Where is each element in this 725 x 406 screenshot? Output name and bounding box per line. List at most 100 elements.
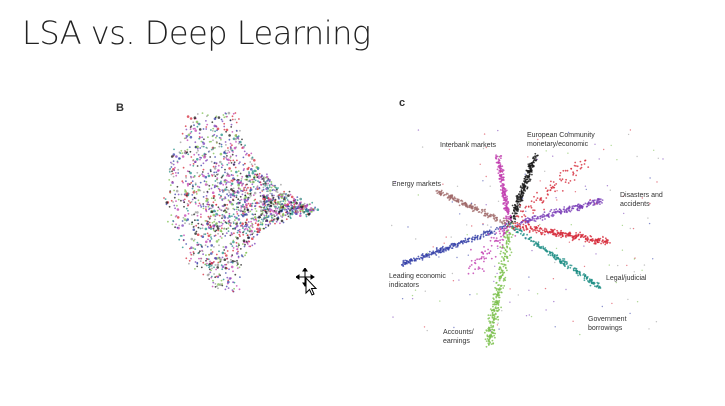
lsa-point <box>247 236 250 240</box>
deep-learning-point <box>542 216 544 218</box>
deep-learning-point <box>494 307 497 309</box>
lsa-point <box>265 206 268 208</box>
lsa-point <box>263 214 266 217</box>
lsa-point <box>274 211 278 214</box>
lsa-point <box>246 209 249 211</box>
lsa-point <box>190 156 193 158</box>
deep-learning-point <box>500 291 503 294</box>
label-european-community: European Community monetary/economic <box>527 132 595 149</box>
deep-learning-point <box>575 272 578 274</box>
lsa-point <box>194 161 196 163</box>
deep-learning-point <box>445 248 448 250</box>
lsa-point <box>227 199 230 202</box>
deep-learning-point <box>561 178 564 181</box>
lsa-point <box>207 234 211 238</box>
deep-learning-point <box>525 237 527 239</box>
lsa-point <box>284 203 287 207</box>
lsa-point <box>172 153 176 156</box>
lsa-point <box>237 242 240 245</box>
deep-learning-point <box>484 208 486 211</box>
lsa-point <box>189 251 192 254</box>
lsa-point <box>213 171 216 174</box>
deep-learning-point <box>528 238 531 241</box>
lsa-point <box>274 222 276 225</box>
lsa-point <box>213 167 217 170</box>
deep-learning-point <box>417 194 419 196</box>
lsa-point <box>196 125 199 128</box>
deep-learning-point <box>509 215 512 218</box>
lsa-point <box>185 192 189 195</box>
deep-learning-point <box>494 217 497 219</box>
lsa-point <box>280 200 282 203</box>
lsa-point <box>221 268 224 271</box>
lsa-point <box>264 184 267 187</box>
lsa-point <box>234 219 236 221</box>
lsa-point <box>223 258 227 261</box>
lsa-point <box>205 128 208 130</box>
deep-learning-point <box>501 310 503 312</box>
lsa-point <box>203 155 206 159</box>
lsa-point <box>202 261 205 264</box>
deep-learning-point <box>455 246 457 248</box>
lsa-point <box>216 209 219 212</box>
deep-learning-point <box>562 259 564 262</box>
lsa-point <box>251 223 254 226</box>
deep-learning-point <box>547 254 550 256</box>
lsa-point <box>230 182 234 186</box>
lsa-point <box>226 115 228 118</box>
lsa-point <box>220 237 223 239</box>
lsa-point <box>232 249 234 252</box>
lsa-point <box>201 112 204 114</box>
deep-learning-point <box>487 317 490 320</box>
deep-learning-point <box>489 337 491 339</box>
lsa-point <box>224 211 227 214</box>
lsa-point <box>204 175 208 179</box>
lsa-point <box>251 202 254 205</box>
deep-learning-point <box>599 286 601 289</box>
deep-learning-point <box>552 233 555 235</box>
lsa-point <box>255 188 257 190</box>
deep-learning-point <box>516 221 519 224</box>
deep-learning-point <box>503 197 505 199</box>
deep-learning-point <box>501 165 504 168</box>
lsa-point <box>174 193 177 196</box>
lsa-point <box>194 261 197 263</box>
deep-learning-point <box>561 232 564 235</box>
lsa-point <box>186 151 189 153</box>
deep-learning-point <box>498 279 501 282</box>
deep-learning-point <box>404 263 406 266</box>
lsa-point <box>232 240 235 244</box>
deep-learning-point <box>432 250 435 253</box>
deep-learning-point <box>528 231 531 233</box>
lsa-point <box>254 213 257 216</box>
deep-learning-point <box>539 215 541 218</box>
deep-learning-point <box>504 189 507 192</box>
deep-learning-point <box>608 264 610 266</box>
deep-learning-point <box>545 230 548 232</box>
deep-learning-point <box>531 216 534 219</box>
lsa-point <box>198 257 200 260</box>
lsa-point <box>220 180 222 183</box>
deep-learning-point <box>576 269 579 272</box>
deep-learning-point <box>543 211 546 214</box>
lsa-point <box>196 233 200 236</box>
deep-learning-point <box>500 260 503 263</box>
deep-learning-point <box>554 211 556 213</box>
deep-learning-point <box>559 233 562 235</box>
lsa-point <box>226 173 229 175</box>
lsa-point <box>247 196 250 199</box>
deep-learning-point <box>600 242 602 245</box>
deep-learning-point <box>531 162 534 165</box>
deep-learning-point <box>532 165 535 168</box>
lsa-point <box>193 175 196 178</box>
lsa-point <box>195 224 198 227</box>
lsa-point <box>266 173 268 176</box>
deep-learning-point <box>565 261 568 263</box>
lsa-point <box>217 187 220 190</box>
lsa-point <box>188 259 191 262</box>
deep-learning-point <box>453 326 455 329</box>
lsa-point <box>256 230 260 233</box>
deep-learning-point <box>502 287 505 289</box>
deep-learning-point <box>542 229 544 232</box>
lsa-point <box>259 227 262 230</box>
